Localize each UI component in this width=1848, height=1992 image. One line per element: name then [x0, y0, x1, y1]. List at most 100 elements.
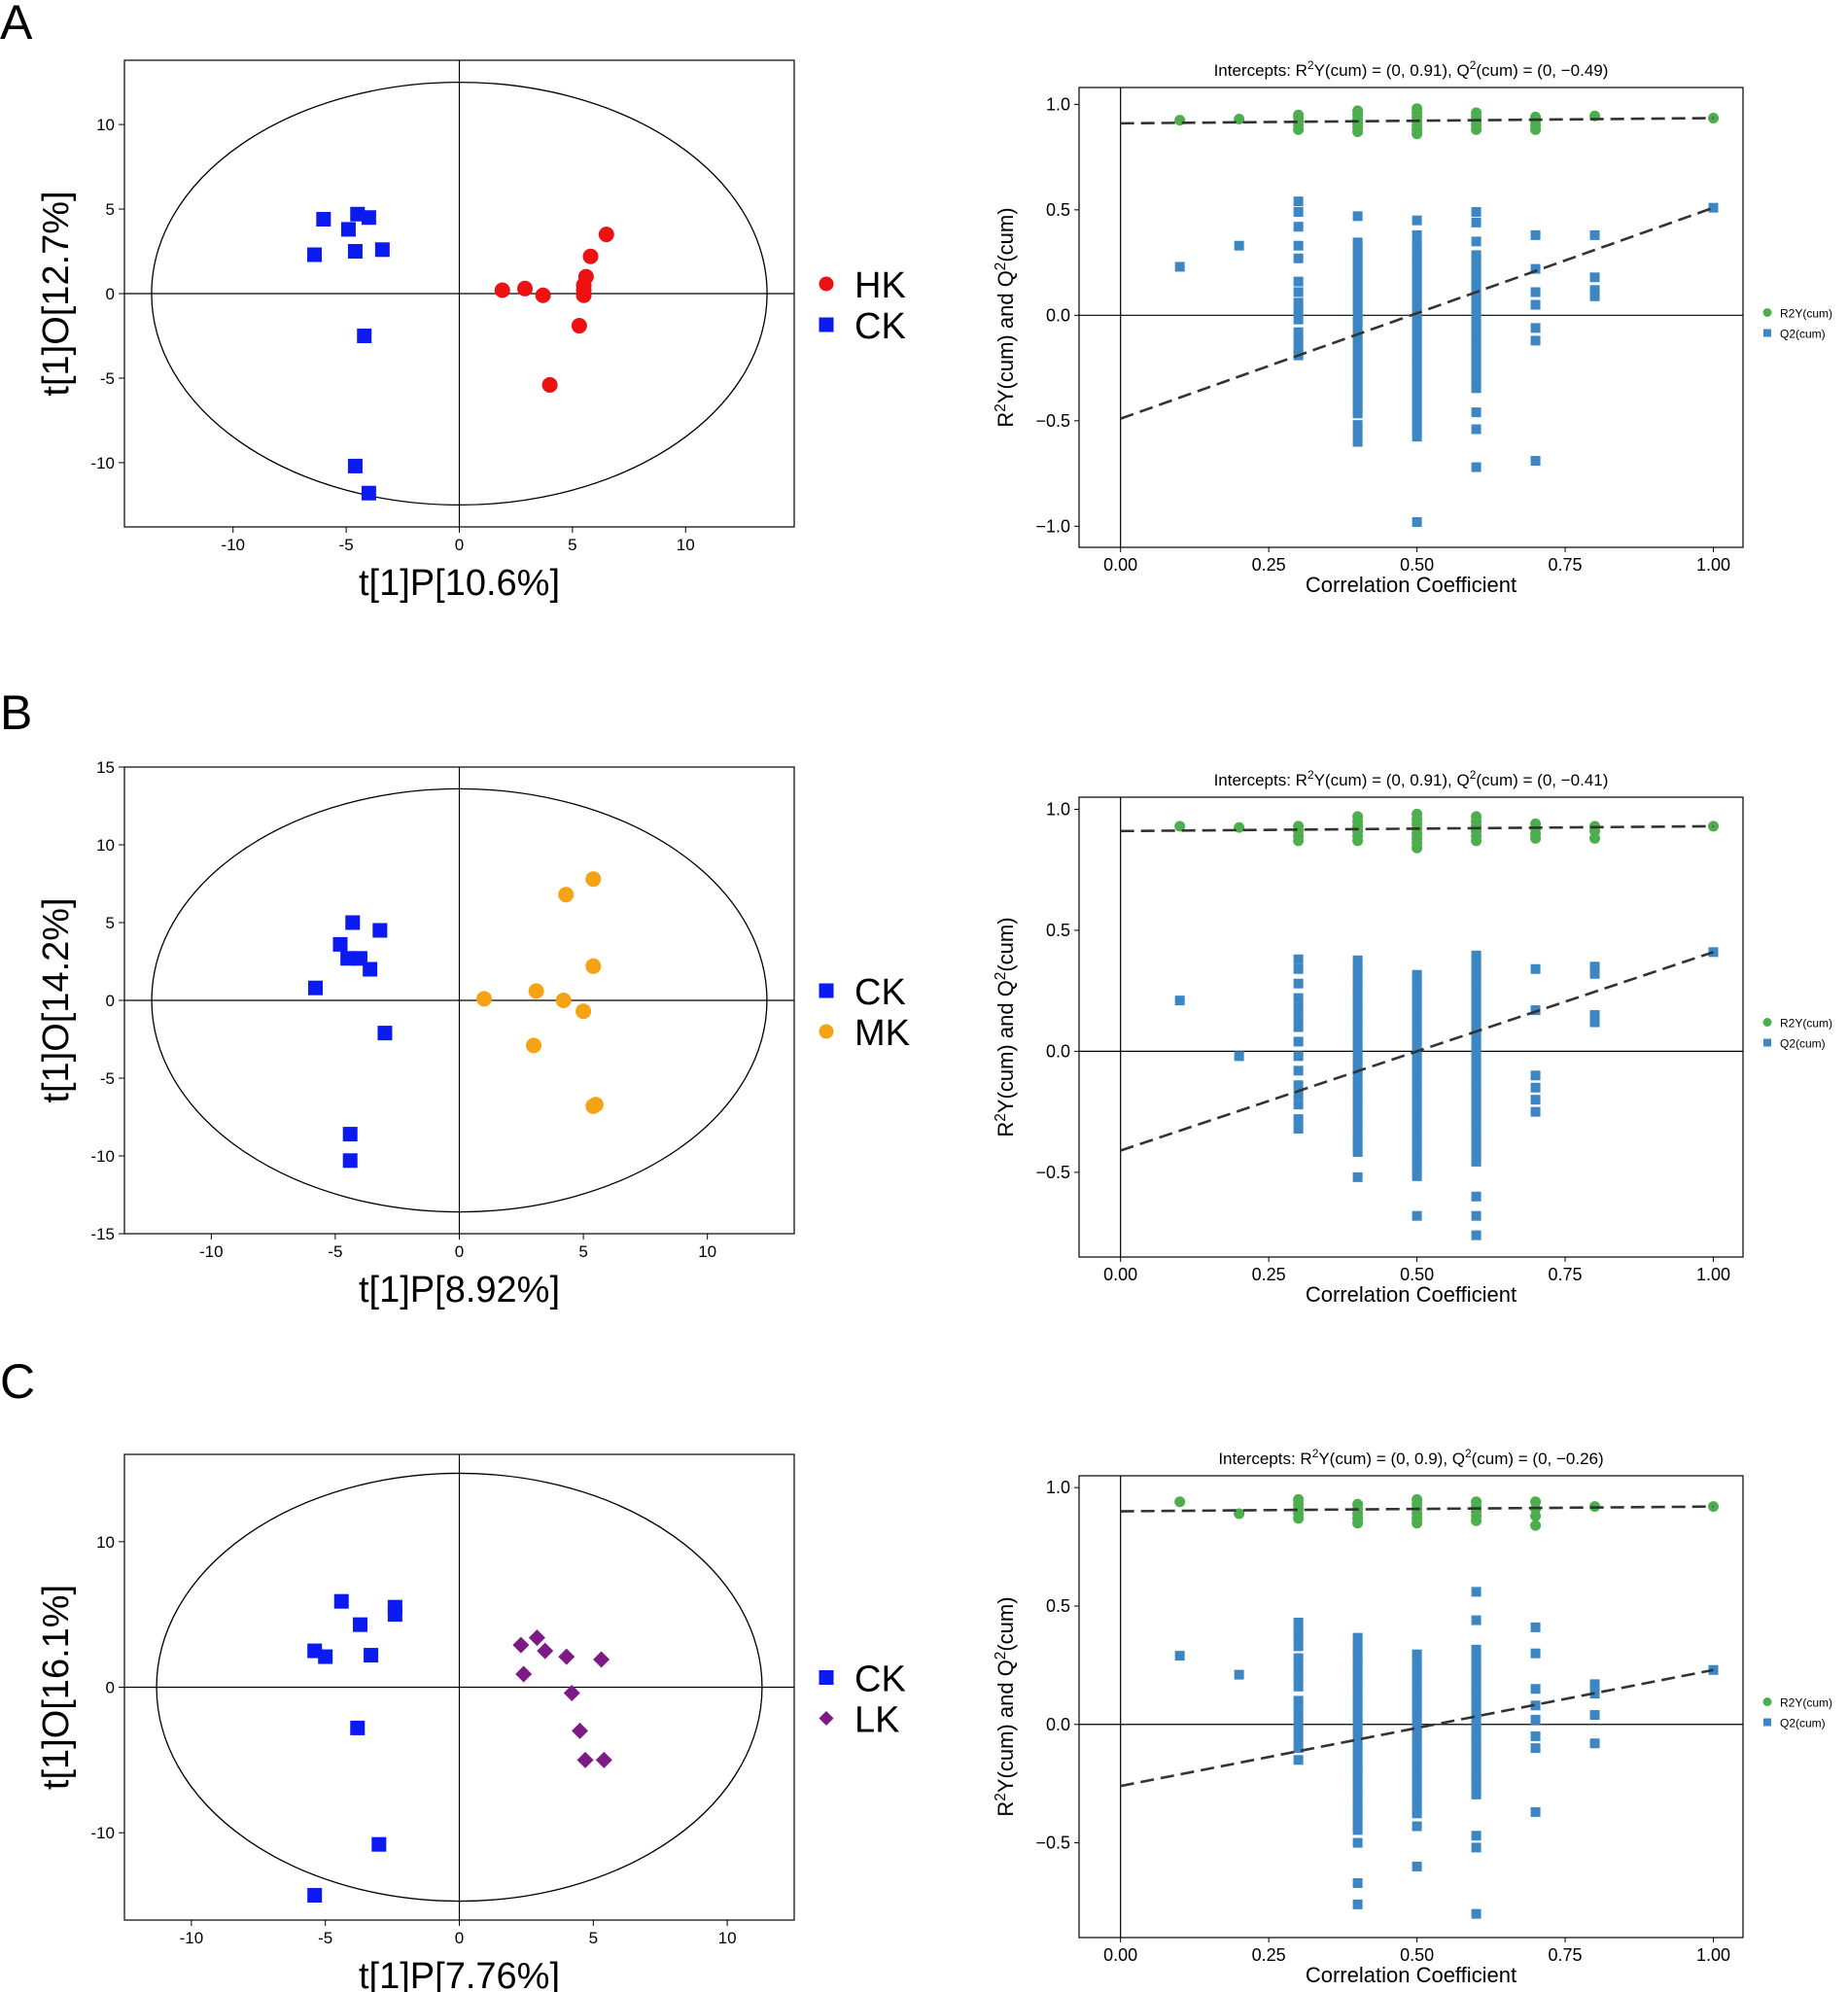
- q2-point: [1352, 389, 1363, 398]
- q2-point: [1412, 243, 1422, 252]
- x-tick-label: -10: [199, 1242, 224, 1261]
- data-point: [512, 1636, 530, 1654]
- q2-point: [1412, 374, 1422, 383]
- data-point: [577, 268, 594, 285]
- q2-point: [1293, 1733, 1304, 1744]
- q2-point: [1471, 1687, 1482, 1695]
- q2-point: [1471, 217, 1482, 227]
- q2-point: [1471, 1677, 1482, 1686]
- r2y-point: [1234, 114, 1245, 125]
- q2-point: [1352, 1827, 1363, 1835]
- q2-point: [1412, 294, 1422, 302]
- q2-point: [1352, 351, 1363, 360]
- q2-point: [1471, 1615, 1482, 1625]
- q2-point: [1293, 1002, 1304, 1013]
- q2-point: [1589, 961, 1600, 972]
- q2-point: [1412, 1163, 1422, 1171]
- q2-point: [1293, 196, 1304, 207]
- q2-point: [1352, 364, 1363, 372]
- q2-point: [1412, 434, 1422, 442]
- data-point: [363, 961, 378, 977]
- q2-point: [1352, 300, 1363, 309]
- permutation-plot-c: Intercepts: R2Y(cum) = (0, 0.9), Q2(cum)…: [993, 1447, 1833, 1987]
- q2-point: [1352, 1042, 1363, 1051]
- q2-point: [1352, 1130, 1363, 1138]
- q2-point: [1412, 1115, 1422, 1124]
- data-point: [333, 1593, 349, 1609]
- r2y-regression-line: [1120, 824, 1714, 833]
- x-tick-label: 0: [455, 1929, 464, 1947]
- q2-point: [1352, 1057, 1363, 1066]
- x-axis-title: Correlation Coefficient: [1306, 1963, 1517, 1987]
- q2-point: [1530, 1622, 1541, 1632]
- q2-point: [1471, 1143, 1482, 1152]
- q2-point: [1352, 1774, 1363, 1783]
- q2-point: [1412, 1659, 1422, 1667]
- x-tick-label: 10: [718, 1929, 737, 1947]
- q2-point: [1293, 1714, 1304, 1725]
- series-r2y: [1174, 808, 1720, 854]
- data-point: [563, 1684, 580, 1701]
- q2-point: [1352, 1670, 1363, 1679]
- q2-point: [1352, 1703, 1363, 1712]
- q2-point: [1352, 1660, 1363, 1669]
- q2-point: [1352, 1794, 1363, 1802]
- q2-point: [1352, 1731, 1363, 1740]
- q2-point: [1471, 360, 1482, 368]
- y-tick-label: −0.5: [1035, 1834, 1070, 1853]
- x-tick-label: -5: [318, 1929, 332, 1947]
- y-tick-label: 10: [96, 116, 115, 134]
- q2-point: [1293, 1036, 1304, 1047]
- q2-point: [1471, 1842, 1482, 1853]
- q2-point: [1471, 1018, 1482, 1027]
- r2y-point: [1471, 1496, 1482, 1508]
- q2-point: [1412, 1782, 1422, 1791]
- q2-point: [1471, 380, 1482, 389]
- data-point: [318, 1649, 333, 1664]
- y-tick-label: -10: [90, 1147, 115, 1166]
- series-mk: [476, 871, 604, 1114]
- q2-point: [1352, 1037, 1363, 1046]
- q2-regression-line: [1120, 206, 1714, 420]
- data-point: [494, 282, 510, 298]
- r2y-point: [1412, 1493, 1423, 1505]
- q2-point: [1589, 272, 1600, 283]
- q2-point: [1293, 1012, 1304, 1023]
- q2-point: [1352, 241, 1363, 250]
- q2-point: [1352, 1769, 1363, 1778]
- q2-point: [1352, 437, 1363, 447]
- q2-point: [1412, 1692, 1422, 1700]
- q2-point: [1352, 1899, 1363, 1909]
- legend-label-r2y: R2Y(cum): [1780, 307, 1832, 321]
- q2-point: [1352, 1736, 1363, 1745]
- q2-point: [1412, 370, 1422, 379]
- q2-point: [1589, 968, 1600, 979]
- data-point: [350, 1720, 366, 1735]
- data-point: [342, 1153, 358, 1169]
- q2-point: [1471, 292, 1482, 300]
- q2-point: [1471, 259, 1482, 267]
- legend-label-ck: CK: [854, 1660, 906, 1700]
- q2-point: [1471, 1008, 1482, 1017]
- q2-point: [1352, 1741, 1363, 1750]
- q2-point: [1471, 304, 1482, 313]
- q2-point: [1412, 998, 1422, 1007]
- q2-point: [1412, 1763, 1422, 1771]
- score-plot-b: -10 -5 0 5 10 -15 -10 -5 0 5 10 15 t[1]P[8.92%] t[1]O…: [36, 758, 910, 1311]
- r2y-point: [1530, 1496, 1542, 1508]
- q2-point: [1471, 1037, 1482, 1046]
- data-point: [593, 1651, 610, 1668]
- q2-point: [1471, 385, 1482, 394]
- q2-point: [1352, 372, 1363, 381]
- q2-point: [1471, 979, 1482, 988]
- q2-point: [1471, 1013, 1482, 1022]
- q2-point: [1471, 1758, 1482, 1766]
- q2-point: [1471, 1148, 1482, 1157]
- q2-point: [1471, 309, 1482, 318]
- q2-point: [1412, 400, 1422, 408]
- q2-point: [1471, 1130, 1482, 1138]
- q2-point: [1412, 1800, 1422, 1809]
- q2-point: [1530, 456, 1541, 467]
- q2-point: [1352, 376, 1363, 385]
